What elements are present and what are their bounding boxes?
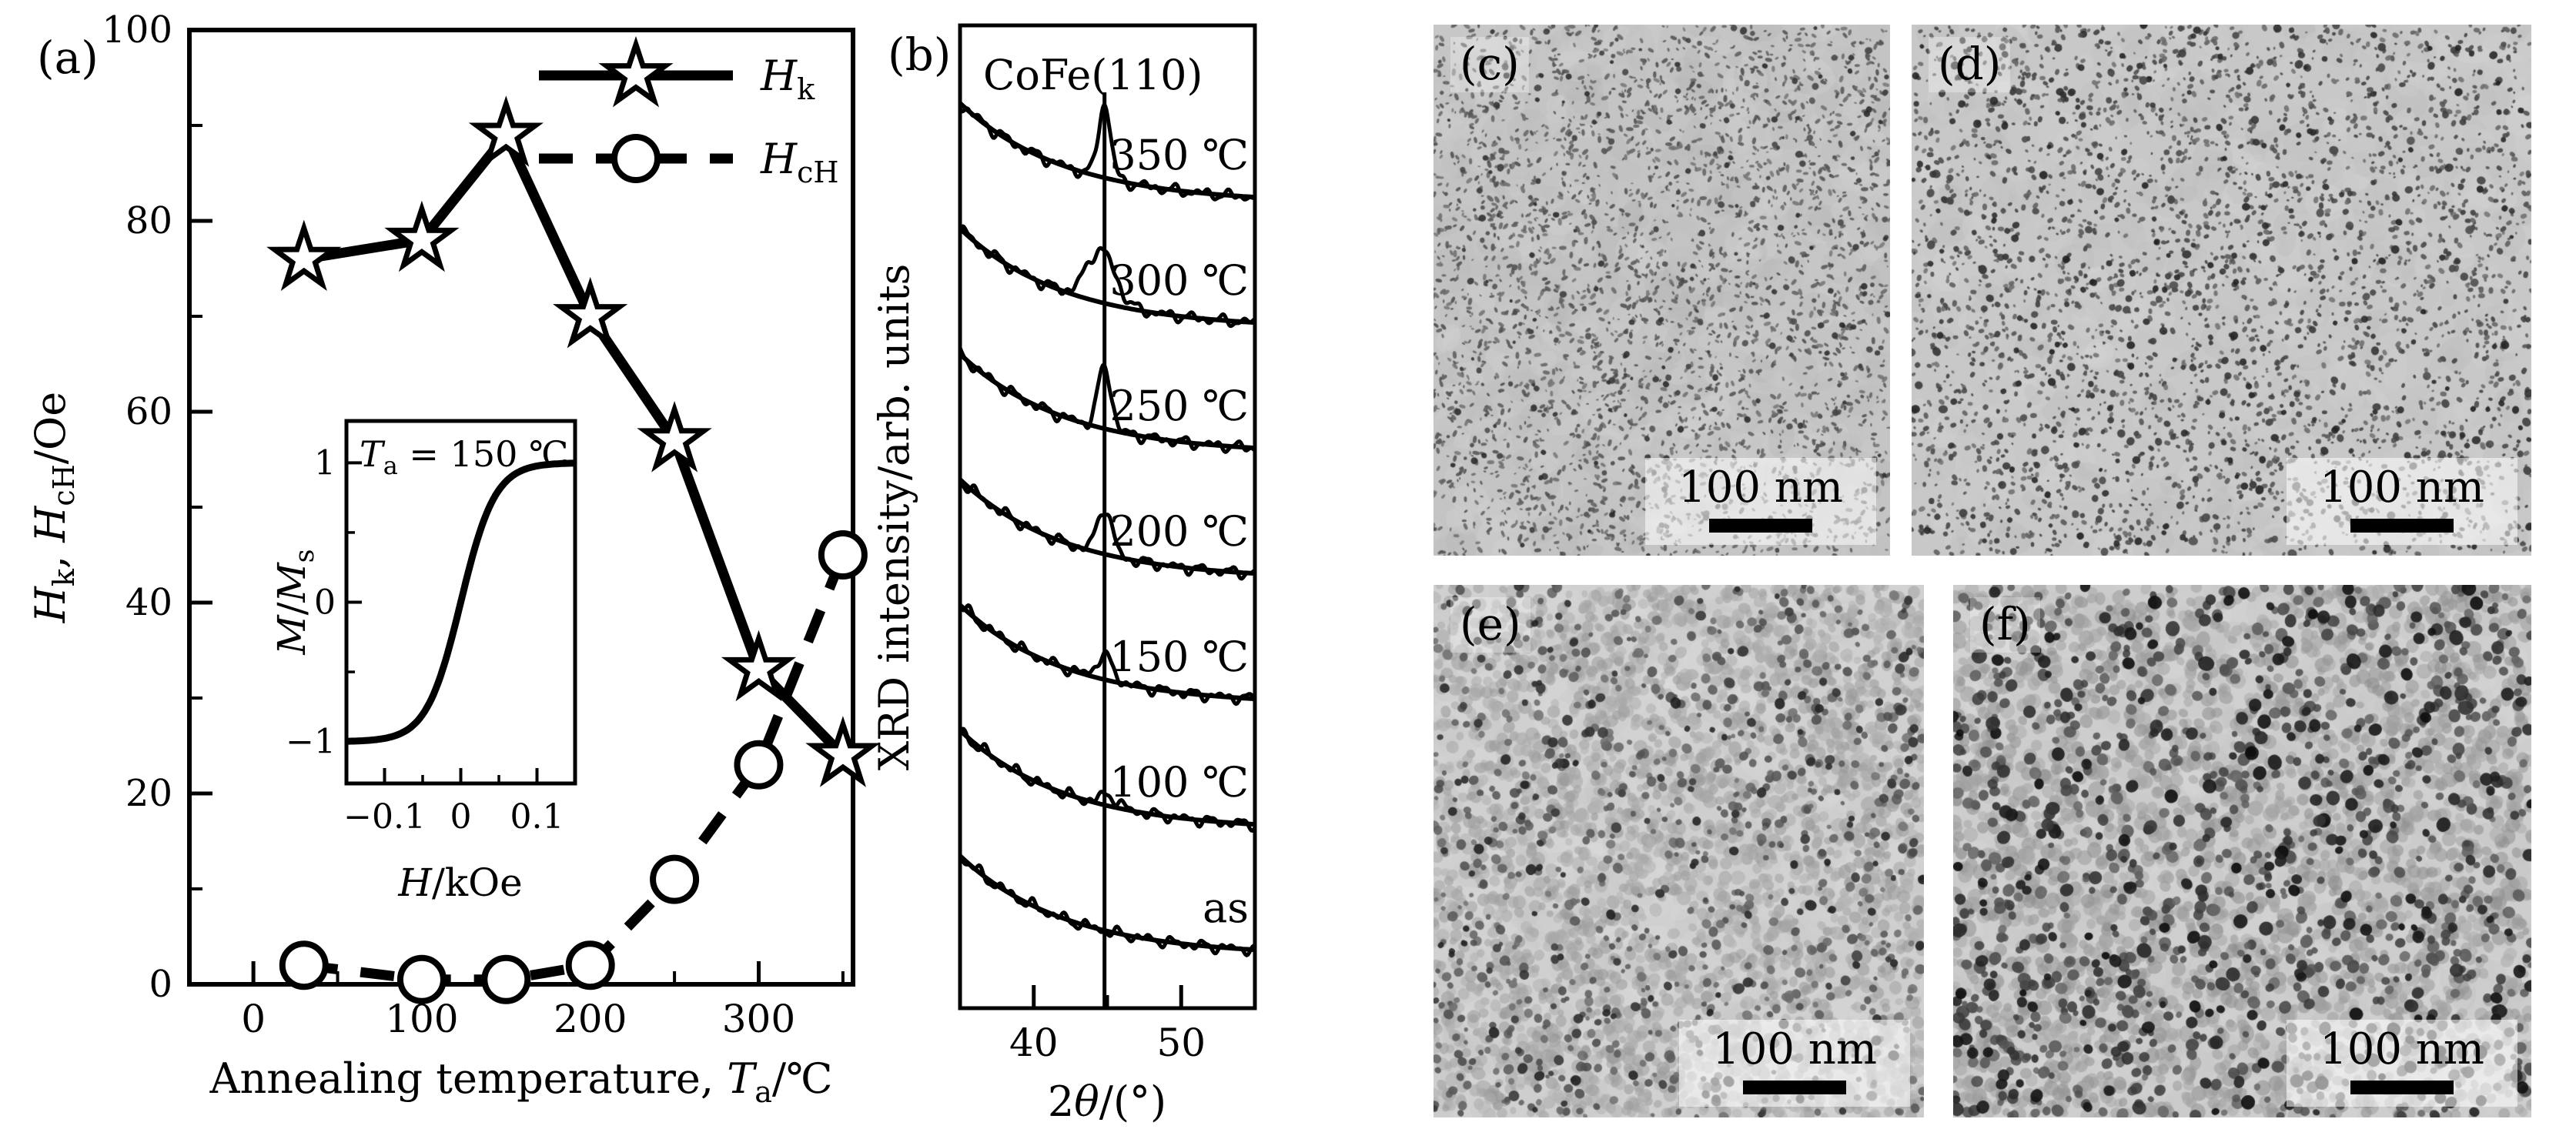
scalebar-label-f: 100 nm [2320,1024,2484,1075]
legend-hch-label: HcH [760,135,839,189]
scalebar-f: 100 nm [2287,1020,2517,1107]
y-tick-label: 80 [125,199,172,242]
y-tick-label: 0 [149,963,172,1006]
scalebar-label-e: 100 nm [1712,1024,1877,1075]
panel-a-legend: Hk HcH [539,35,839,189]
legend-hk-star [598,35,674,108]
scalebar-label-d: 100 nm [2320,463,2484,513]
y-tick-label: 100 [102,8,172,52]
xrd-background-4 [958,603,1256,702]
tem-image-f: (f) 100 nm [1953,585,2531,1117]
xrd-curve-6 [958,854,1256,957]
scalebar-bar-e [1743,1081,1846,1094]
scalebar-label-c: 100 nm [1678,463,1843,513]
legend-hk-label: Hk [760,52,815,106]
xrd-curve-4 [958,603,1257,706]
xrd-curve-label-0: 350 ℃ [1109,131,1249,179]
xrd-curve-2 [958,347,1256,454]
tem-image-d: (d) 100 nm [1912,25,2531,556]
scalebar-d: 100 nm [2287,458,2517,545]
inset-x-tick-label: 0.1 [510,797,564,837]
xrd-curve-label-2: 250 ℃ [1109,382,1249,430]
inset-annotation: Ta = 150 ℃ [360,433,568,480]
hch-circle-marker [650,854,700,904]
scalebar-e: 100 nm [1679,1020,1910,1107]
hk-star-marker [468,95,544,167]
b-x-tick-label: 50 [1156,1020,1206,1065]
y-tick-label: 40 [125,581,172,624]
tem-image-c: (c) 100 nm [1434,25,1890,556]
inset-ylabel: M/Ms [269,549,320,655]
hk-star-marker [637,401,712,473]
panel-b-xlabel: 2θ/(°) [1048,1077,1166,1126]
hch-circle-marker [396,954,447,1004]
hch-circle-marker [818,530,868,580]
hk-star-marker [553,276,628,349]
panel-b-ylabel: XRD intensity/arb. units [870,264,918,771]
inset-xlabel: H/kOe [397,860,522,905]
panel-a-xlabel: Annealing temperature, Ta/℃ [209,1054,832,1109]
b-x-tick-label: 40 [1009,1020,1059,1065]
y-tick-label: 20 [125,772,172,815]
xrd-curve-0 [958,102,1256,202]
hch-circle-marker [565,940,615,990]
x-tick-label: 200 [554,997,627,1041]
scalebar-bar-f [2350,1081,2454,1094]
y-tick-label: 60 [125,390,172,433]
xrd-curve-label-4: 150 ℃ [1109,633,1249,681]
xrd-curve-1 [958,224,1256,329]
panel-a-ylabel: Hk, HcH/Oe [26,392,81,623]
xrd-curve-label-5: 100 ℃ [1109,758,1249,807]
hch-circle-marker [279,940,329,990]
legend-hch-circle [611,134,661,183]
panel-a-letter: (a) [37,32,99,84]
hk-star-marker [384,200,460,272]
scalebar-bar-c [1709,519,1812,533]
panel-f-letter: (f) [1970,597,2040,653]
hch-circle-marker [481,954,531,1004]
x-tick-label: 300 [722,997,795,1041]
inset-y-tick-label: 0 [314,583,336,623]
xrd-curve-3 [958,480,1256,581]
x-tick-label: 0 [241,997,266,1041]
inset-x-tick-label: 0 [450,797,472,837]
panel-b-chart: CoFe(110) XRD intensity/arb. units 2θ/(°) 4… [870,23,1257,1126]
tem-image-e: (e) 100 nm [1434,585,1924,1117]
panel-d-letter: (d) [1929,37,2011,92]
xrd-curve-label-3: 200 ℃ [1109,507,1249,556]
hk-star-marker [266,219,342,292]
xrd-curve-5 [959,727,1257,833]
xrd-curve-label-1: 300 ℃ [1109,256,1249,305]
hk-star-marker [805,716,881,787]
hch-circle-marker [734,740,784,790]
panel-e-letter: (e) [1450,597,1531,653]
panel-c-letter: (c) [1450,37,1529,92]
xrd-curve-label-6: as [1203,883,1249,932]
panel-a-inset-chart: 1 0 −1−0.1 0 0.1 Ta = 150 ℃ H/kOe M/Ms [269,419,577,905]
panel-b-letter: (b) [888,28,952,81]
panel-b-title: CoFe(110) [983,51,1203,99]
hk-star-marker [721,630,797,702]
inset-y-tick-label: 1 [314,443,336,483]
inset-x-tick-label: −0.1 [343,797,426,837]
scalebar-c: 100 nm [1645,458,1876,545]
inset-mh-curve [346,459,575,745]
scalebar-bar-d [2350,519,2454,533]
inset-y-tick-label: −1 [286,723,336,762]
